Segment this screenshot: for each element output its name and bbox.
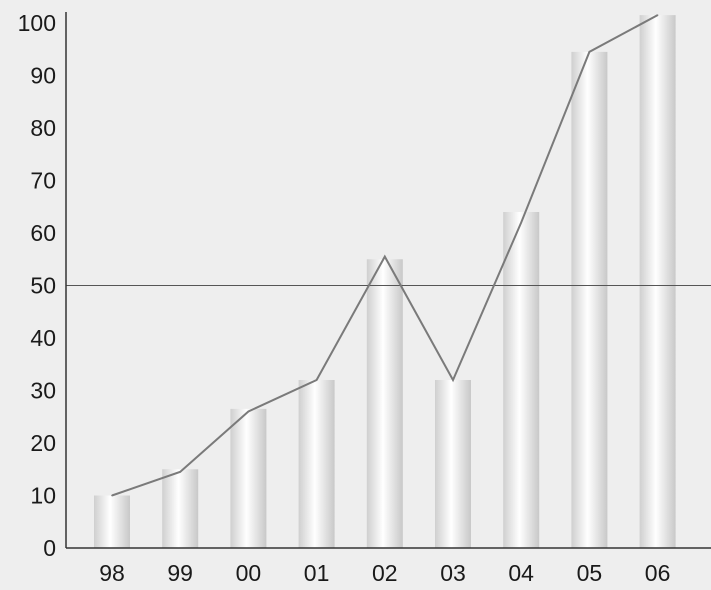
line-point-05 <box>588 51 591 53</box>
bar-04 <box>503 212 540 548</box>
y-tick-label-60: 60 <box>30 220 56 246</box>
y-tick-label-80: 80 <box>30 115 56 141</box>
y-tick-labels: 0 10 20 30 40 50 60 70 80 90 100 <box>18 10 56 561</box>
bar-02 <box>366 259 403 548</box>
y-tick-label-20: 20 <box>30 430 56 456</box>
line-point-02 <box>384 255 386 258</box>
bars-layer <box>94 15 676 548</box>
y-tick-label-70: 70 <box>30 168 56 194</box>
line-point-99 <box>179 471 181 473</box>
line-point-01 <box>315 379 318 381</box>
bar-98 <box>94 495 130 548</box>
x-tick-label-05: 05 <box>577 560 603 585</box>
axis-layer <box>65 12 711 549</box>
y-tick-label-100: 100 <box>18 10 56 36</box>
y-tick-label-10: 10 <box>30 483 56 509</box>
x-tick-labels: 98 99 00 01 02 03 04 05 06 <box>99 560 671 586</box>
x-tick-label-99: 99 <box>167 560 193 585</box>
line-point-04 <box>520 221 522 224</box>
x-tick-label-04: 04 <box>508 560 534 585</box>
line-point-03 <box>452 379 454 381</box>
y-tick-label-50: 50 <box>30 273 56 299</box>
bar-03 <box>435 380 471 548</box>
x-tick-label-98: 98 <box>99 560 125 585</box>
line-layer <box>111 14 659 497</box>
line-point-00 <box>247 410 250 413</box>
bar-99 <box>162 469 199 548</box>
x-tick-label-02: 02 <box>372 560 398 585</box>
line-point-98 <box>111 494 113 497</box>
y-tick-label-40: 40 <box>30 325 56 351</box>
bar-00 <box>230 408 267 548</box>
x-tick-label-00: 00 <box>236 560 262 585</box>
bar-01 <box>298 380 335 548</box>
y-tick-label-0: 0 <box>43 535 56 561</box>
y-tick-label-90: 90 <box>30 63 56 89</box>
bar-06 <box>639 15 676 548</box>
x-tick-label-06: 06 <box>645 560 671 585</box>
x-tick-label-01: 01 <box>304 560 330 585</box>
line-point-06 <box>656 14 659 16</box>
bar-05 <box>571 51 608 548</box>
x-tick-label-03: 03 <box>440 560 466 585</box>
y-tick-label-30: 30 <box>30 378 56 404</box>
